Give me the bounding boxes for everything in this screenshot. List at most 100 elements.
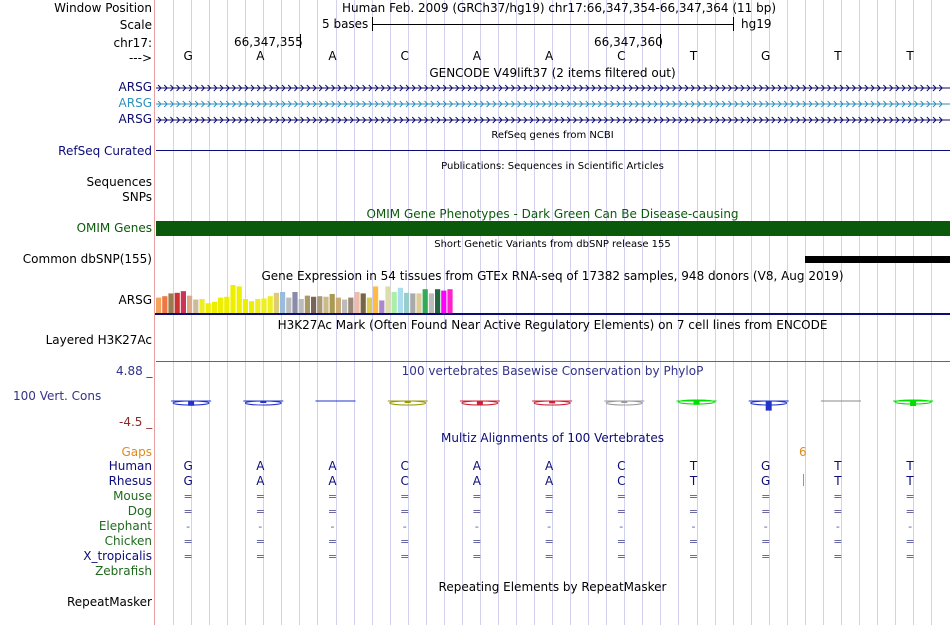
gtex-tissue-bar[interactable] (211, 301, 217, 313)
gtex-tissue-bar[interactable] (391, 292, 397, 313)
publications-snps-label[interactable]: SNPs (122, 190, 152, 204)
gtex-tissue-bar[interactable] (261, 298, 267, 313)
gtex-tissue-bar[interactable] (404, 292, 410, 313)
gtex-tissue-bar[interactable] (267, 296, 273, 313)
gtex-tissue-bar[interactable] (435, 289, 441, 313)
multiz-species-label[interactable]: X_tropicalis (83, 549, 152, 563)
omim-gene-bar[interactable] (156, 221, 950, 236)
gtex-tissue-bar[interactable] (354, 292, 360, 313)
phylop-score-mark[interactable] (676, 399, 717, 405)
refseq-track-title[interactable]: RefSeq genes from NCBI (491, 130, 614, 141)
multiz-species-label[interactable]: Dog (127, 504, 152, 518)
phylop-score-mark[interactable] (171, 400, 212, 406)
gtex-tissue-bar[interactable] (410, 293, 416, 313)
gtex-tissue-bar[interactable] (428, 293, 434, 313)
gtex-tissue-bar[interactable] (249, 301, 255, 313)
gtex-tissue-bar[interactable] (187, 295, 193, 313)
gtex-tissue-bar[interactable] (199, 299, 205, 313)
gtex-tissue-bar[interactable] (441, 290, 447, 313)
multiz-species-label[interactable]: Human (108, 459, 152, 473)
gtex-tissue-bar[interactable] (236, 286, 242, 313)
multiz-species-label[interactable]: Chicken (104, 534, 152, 548)
gtex-label[interactable]: ARSG (118, 293, 152, 307)
gtex-tissue-bar[interactable] (366, 297, 372, 313)
publications-track-title[interactable]: Publications: Sequences in Scientific Ar… (441, 161, 664, 172)
publications-sequences-label[interactable]: Sequences (86, 175, 152, 189)
gtex-expression-chart[interactable] (155, 284, 950, 316)
phylop-score-mark[interactable] (748, 400, 789, 411)
gtex-tissue-bar[interactable] (156, 297, 162, 313)
gtex-tissue-bar[interactable] (342, 299, 348, 313)
gtex-track-title[interactable]: Gene Expression in 54 tissues from GTEx … (261, 269, 844, 283)
h3k27ac-track-title[interactable]: H3K27Ac Mark (Often Found Near Active Re… (277, 318, 828, 332)
omim-track-title[interactable]: OMIM Gene Phenotypes - Dark Green Can Be… (366, 207, 739, 221)
phylop-score-mark[interactable] (243, 400, 284, 406)
multiz-gaps-label[interactable]: Gaps (121, 445, 152, 459)
dbsnp-label[interactable]: Common dbSNP(155) (22, 252, 152, 266)
gtex-tissue-bar[interactable] (180, 291, 186, 313)
gtex-tissue-bar[interactable] (373, 286, 379, 313)
strand-chevron (740, 84, 745, 92)
multiz-species-label[interactable]: Rhesus (108, 474, 152, 488)
strand-chevron (579, 100, 584, 108)
gtex-tissue-bar[interactable] (348, 297, 354, 313)
phylop-score-mark[interactable] (459, 400, 500, 406)
gtex-tissue-bar[interactable] (397, 287, 403, 313)
gtex-tissue-bar[interactable] (422, 289, 428, 313)
repeatmasker-track-title[interactable]: Repeating Elements by RepeatMasker (438, 580, 667, 594)
multiz-species-label[interactable]: Mouse (113, 489, 152, 503)
gtex-tissue-bar[interactable] (218, 297, 224, 313)
gtex-tissue-bar[interactable] (168, 293, 174, 313)
gtex-tissue-bar[interactable] (298, 299, 304, 313)
gtex-tissue-bar[interactable] (292, 292, 298, 313)
h3k27ac-label[interactable]: Layered H3K27Ac (45, 333, 152, 347)
gencode-transcripts[interactable] (155, 81, 950, 125)
phylop-score-mark[interactable] (604, 400, 645, 406)
gtex-tissue-bar[interactable] (286, 297, 292, 313)
gtex-tissue-bar[interactable] (311, 296, 317, 313)
dbsnp-variant-bar[interactable] (805, 256, 950, 263)
phylop-score-mark[interactable] (387, 400, 428, 406)
gtex-tissue-bar[interactable] (193, 299, 199, 313)
strand-chevron (845, 100, 850, 108)
gencode-item-label-2[interactable]: ARSG (118, 96, 152, 110)
dbsnp-track-title[interactable]: Short Genetic Variants from dbSNP releas… (434, 239, 671, 250)
phylop-score-mark[interactable] (532, 400, 573, 406)
gtex-tissue-bar[interactable] (385, 286, 391, 313)
gtex-tissue-bar[interactable] (224, 296, 230, 313)
gtex-tissue-bar[interactable] (230, 285, 236, 313)
gtex-tissue-bar[interactable] (379, 300, 385, 313)
gtex-tissue-bar[interactable] (323, 296, 329, 313)
gtex-tissue-bar[interactable] (335, 297, 341, 313)
gtex-tissue-bar[interactable] (280, 292, 286, 313)
gtex-tissue-bar[interactable] (205, 303, 211, 313)
gtex-tissue-bar[interactable] (255, 299, 261, 313)
phylop-track-title[interactable]: 100 vertebrates Basewise Conservation by… (401, 364, 704, 378)
omim-label[interactable]: OMIM Genes (76, 221, 152, 235)
gencode-item-label-3[interactable]: ARSG (118, 112, 152, 126)
multiz-species-label[interactable]: Zebrafish (95, 564, 152, 578)
gtex-tissue-bar[interactable] (416, 293, 422, 313)
strand-chevron (362, 116, 367, 124)
gtex-tissue-bar[interactable] (162, 296, 168, 313)
gtex-tissue-bar[interactable] (174, 292, 180, 313)
phylop-score-mark[interactable] (893, 399, 934, 406)
gencode-item-label-1[interactable]: ARSG (118, 80, 152, 94)
repeatmasker-label[interactable]: RepeatMasker (66, 595, 152, 609)
gtex-tissue-bar[interactable] (273, 292, 279, 313)
refseq-label[interactable]: RefSeq Curated (58, 144, 152, 158)
gtex-tissue-bar[interactable] (360, 293, 366, 313)
gtex-tissue-bar[interactable] (447, 289, 453, 313)
phylop-chart[interactable] (155, 380, 950, 430)
window-position-value[interactable]: Human Feb. 2009 (GRCh37/hg19) chr17:66,3… (342, 1, 777, 15)
multiz-track-title[interactable]: Multiz Alignments of 100 Vertebrates (440, 431, 665, 445)
gtex-tissue-bar[interactable] (317, 296, 323, 313)
gencode-track-title[interactable]: GENCODE V49lift37 (2 items filtered out) (429, 66, 676, 80)
gtex-tissue-bar[interactable] (304, 295, 310, 313)
gtex-tissue-bar[interactable] (329, 293, 335, 313)
multiz-species-label[interactable]: Elephant (98, 519, 152, 533)
gtex-tissue-bar[interactable] (242, 299, 248, 313)
phylop-label[interactable]: 100 Vert. Cons (13, 389, 102, 403)
refseq-gene-line[interactable] (156, 150, 950, 151)
